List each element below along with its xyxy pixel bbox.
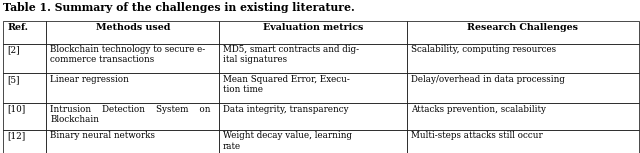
- Text: Methods used: Methods used: [95, 23, 170, 32]
- Bar: [47, 21, 220, 44]
- Bar: [220, 103, 407, 130]
- Text: Evaluation metrics: Evaluation metrics: [263, 23, 364, 32]
- Bar: [47, 44, 220, 73]
- Bar: [3, 103, 47, 130]
- Text: Research Challenges: Research Challenges: [467, 23, 578, 32]
- Text: MD5, smart contracts and dig-
ital signatures: MD5, smart contracts and dig- ital signa…: [223, 45, 359, 64]
- Text: Ref.: Ref.: [7, 23, 28, 32]
- Bar: [3, 73, 47, 103]
- Text: Linear regression: Linear regression: [51, 75, 129, 84]
- Text: Blockchain technology to secure e-
commerce transactions: Blockchain technology to secure e- comme…: [51, 45, 205, 64]
- Bar: [47, 103, 220, 130]
- Bar: [220, 130, 407, 153]
- Text: [12]: [12]: [7, 131, 26, 140]
- Bar: [47, 73, 220, 103]
- Bar: [407, 130, 639, 153]
- Text: [2]: [2]: [7, 45, 20, 54]
- Bar: [220, 21, 407, 44]
- Text: [10]: [10]: [7, 105, 26, 114]
- Bar: [407, 44, 639, 73]
- Text: Multi-steps attacks still occur: Multi-steps attacks still occur: [411, 131, 542, 140]
- Text: Binary neural networks: Binary neural networks: [51, 131, 156, 140]
- Text: Scalability, computing resources: Scalability, computing resources: [411, 45, 556, 54]
- Text: [5]: [5]: [7, 75, 20, 84]
- Bar: [3, 130, 47, 153]
- Bar: [220, 44, 407, 73]
- Text: Data integrity, transparency: Data integrity, transparency: [223, 105, 349, 114]
- Bar: [47, 130, 220, 153]
- Bar: [407, 21, 639, 44]
- Text: Mean Squared Error, Execu-
tion time: Mean Squared Error, Execu- tion time: [223, 75, 350, 94]
- Text: Attacks prevention, scalability: Attacks prevention, scalability: [411, 105, 545, 114]
- Bar: [3, 21, 47, 44]
- Text: Delay/overhead in data processing: Delay/overhead in data processing: [411, 75, 564, 84]
- Text: Table 1. Summary of the challenges in existing literature.: Table 1. Summary of the challenges in ex…: [3, 2, 355, 13]
- Text: Weight decay value, learning
rate: Weight decay value, learning rate: [223, 131, 352, 151]
- Bar: [407, 103, 639, 130]
- Text: Intrusion    Detection    System    on
Blockchain: Intrusion Detection System on Blockchain: [51, 105, 211, 124]
- Bar: [3, 44, 47, 73]
- Bar: [220, 73, 407, 103]
- Bar: [407, 73, 639, 103]
